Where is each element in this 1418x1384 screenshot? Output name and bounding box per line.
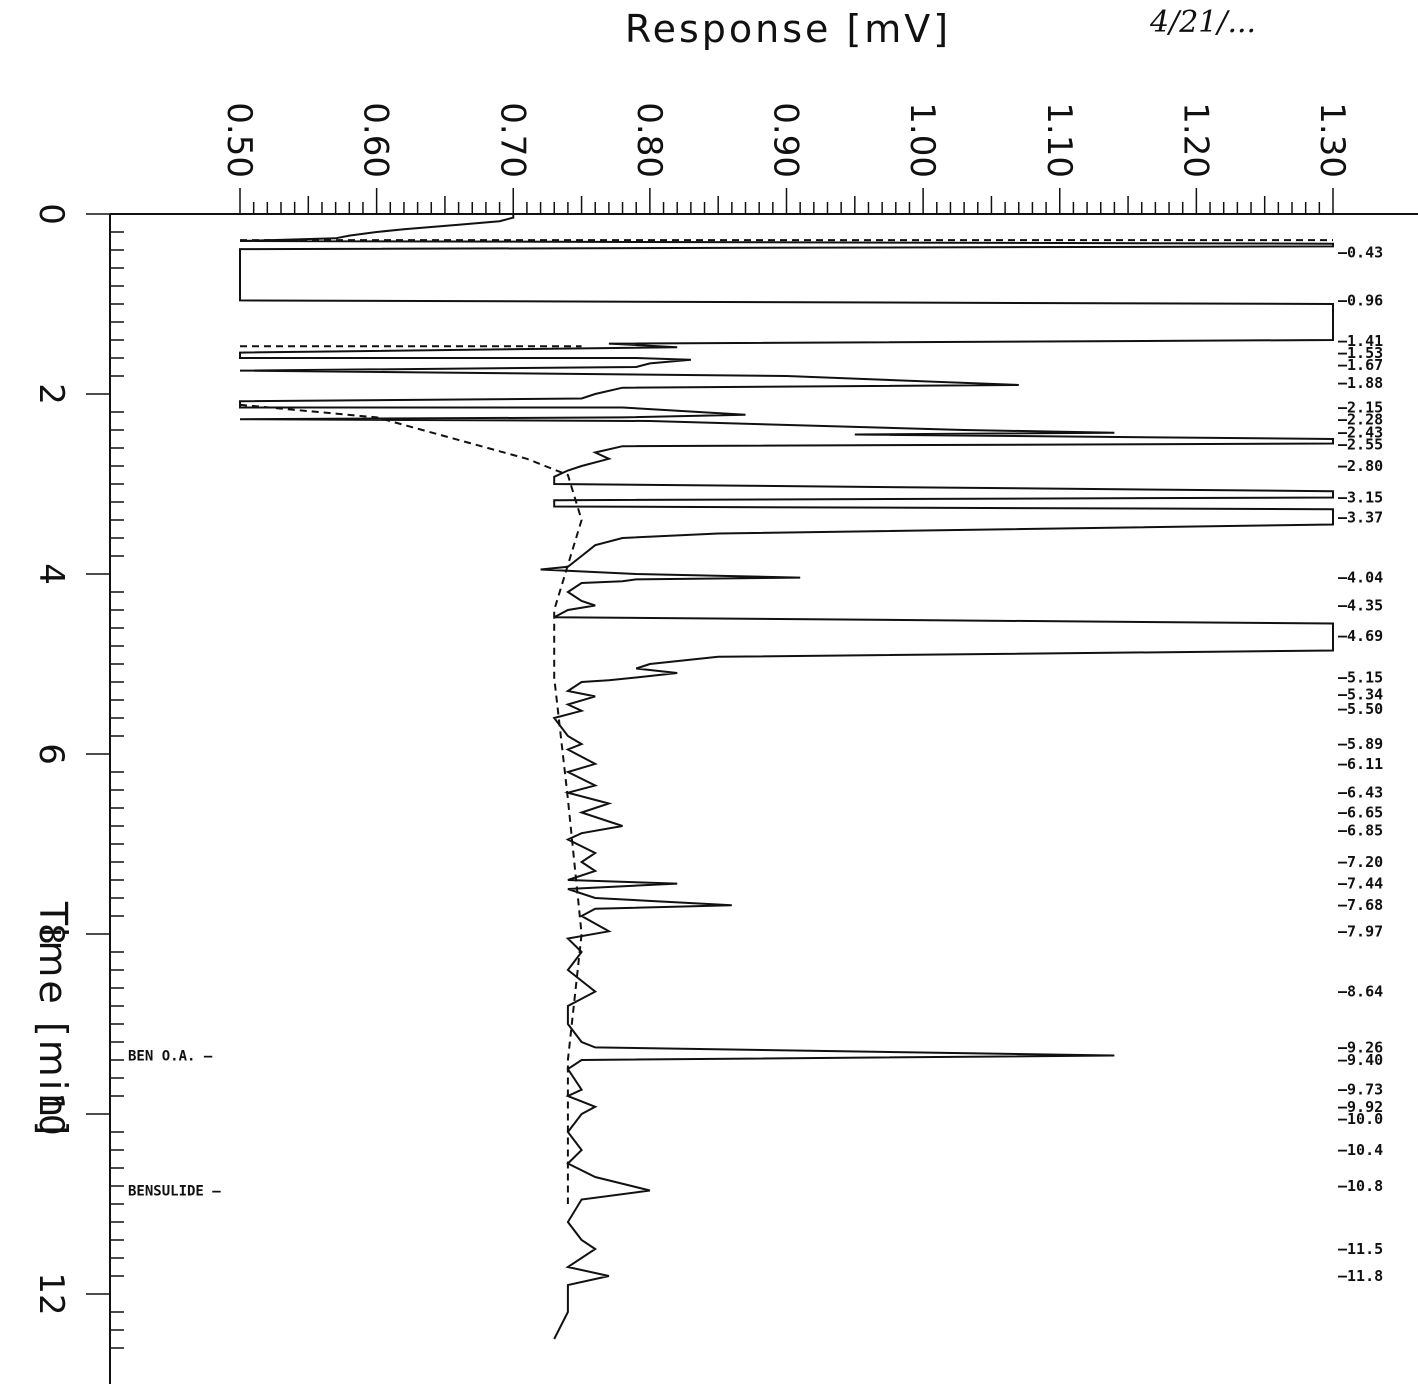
retention-time-label: –5.50 (1338, 700, 1383, 718)
retention-time-label: –2.15 (1338, 399, 1383, 417)
retention-time-label: –9.92 (1338, 1098, 1383, 1116)
retention-time-label: –5.34 (1338, 686, 1383, 704)
x-tick-label: 0.60 (356, 102, 396, 178)
x-axis-ticks: 0.50 0.60 0.70 0.80 0.90 1.00 1.10 1.20 1.30 (219, 102, 1352, 214)
retention-time-label: –3.37 (1338, 508, 1383, 526)
retention-time-label: –2.80 (1338, 457, 1383, 475)
x-tick-label: 1.10 (1039, 102, 1079, 178)
retention-time-label: –10.8 (1338, 1177, 1383, 1195)
y-tick-label: 12 (31, 1272, 71, 1315)
x-tick-label: 0.90 (766, 102, 806, 178)
retention-time-label: –11.5 (1338, 1240, 1383, 1258)
retention-time-label: –6.65 (1338, 804, 1383, 822)
x-tick-label: 1.30 (1312, 102, 1352, 178)
retention-time-label: –10.4 (1338, 1141, 1383, 1159)
y-tick-label: 4 (31, 563, 71, 585)
retention-time-label: –2.55 (1338, 436, 1383, 454)
retention-time-label: –1.67 (1338, 356, 1383, 374)
retention-time-label: –4.04 (1338, 569, 1383, 587)
retention-time-label: –1.41 (1338, 332, 1383, 350)
retention-time-labels: –0.43 –0.96 –1.41–1.53–1.67–1.88 –2.15–2.28… (1338, 244, 1383, 1285)
retention-time-label: –0.43 (1338, 244, 1383, 262)
retention-time-label: –9.73 (1338, 1081, 1383, 1099)
y-tick-label: 2 (31, 383, 71, 405)
retention-time-label: –5.89 (1338, 735, 1383, 753)
retention-time-label: –7.68 (1338, 896, 1383, 914)
handwritten-date: 4/21/... (1149, 5, 1256, 40)
retention-time-label: –7.20 (1338, 853, 1383, 871)
x-tick-label: 1.00 (902, 102, 942, 178)
retention-time-label: –3.15 (1338, 489, 1383, 507)
compound-label: BEN O.A. — (128, 1049, 213, 1065)
retention-time-label: –4.35 (1338, 597, 1383, 615)
baseline-dashed (239, 239, 1333, 1204)
series-line (239, 214, 1334, 1340)
retention-time-label: –6.11 (1338, 755, 1383, 773)
retention-time-label: –6.85 (1338, 822, 1383, 840)
retention-time-label: –7.44 (1338, 875, 1383, 893)
retention-time-label: –1.88 (1338, 374, 1383, 392)
retention-time-label: –2.43 (1338, 424, 1383, 442)
x-tick-label: 0.80 (629, 102, 669, 178)
retention-time-label: –7.97 (1338, 922, 1383, 940)
retention-time-label: –6.43 (1338, 784, 1383, 802)
x-tick-label: 1.20 (1175, 102, 1215, 178)
retention-time-label: –0.96 (1338, 291, 1383, 309)
x-tick-label: 0.70 (492, 102, 532, 178)
y-tick-label: 10 (31, 1092, 71, 1135)
y-axis-ticks: 0 2 4 6 8 10 12 (31, 203, 124, 1349)
retention-time-label: –2.28 (1338, 411, 1383, 429)
y-axis-title: Time [min] (31, 901, 75, 1138)
retention-time-label: –5.15 (1338, 669, 1383, 687)
retention-time-label: –9.26 (1338, 1038, 1383, 1056)
y-tick-label: 8 (31, 923, 71, 945)
y-tick-label: 6 (31, 743, 71, 765)
y-tick-label: 0 (31, 203, 71, 225)
x-axis-title: Response [mV] (625, 7, 951, 51)
x-tick-label: 0.50 (219, 102, 259, 178)
retention-time-label: –4.69 (1338, 627, 1383, 645)
retention-time-label: –1.53 (1338, 344, 1383, 362)
retention-time-label: –9.40 (1338, 1051, 1383, 1069)
compound-labels: BEN O.A. — BENSULIDE — (128, 1049, 221, 1200)
retention-time-label: –8.64 (1338, 983, 1383, 1001)
compound-label: BENSULIDE — (128, 1184, 221, 1200)
retention-time-label: –11.8 (1338, 1267, 1383, 1285)
retention-time-label: –10.0 (1338, 1110, 1383, 1128)
